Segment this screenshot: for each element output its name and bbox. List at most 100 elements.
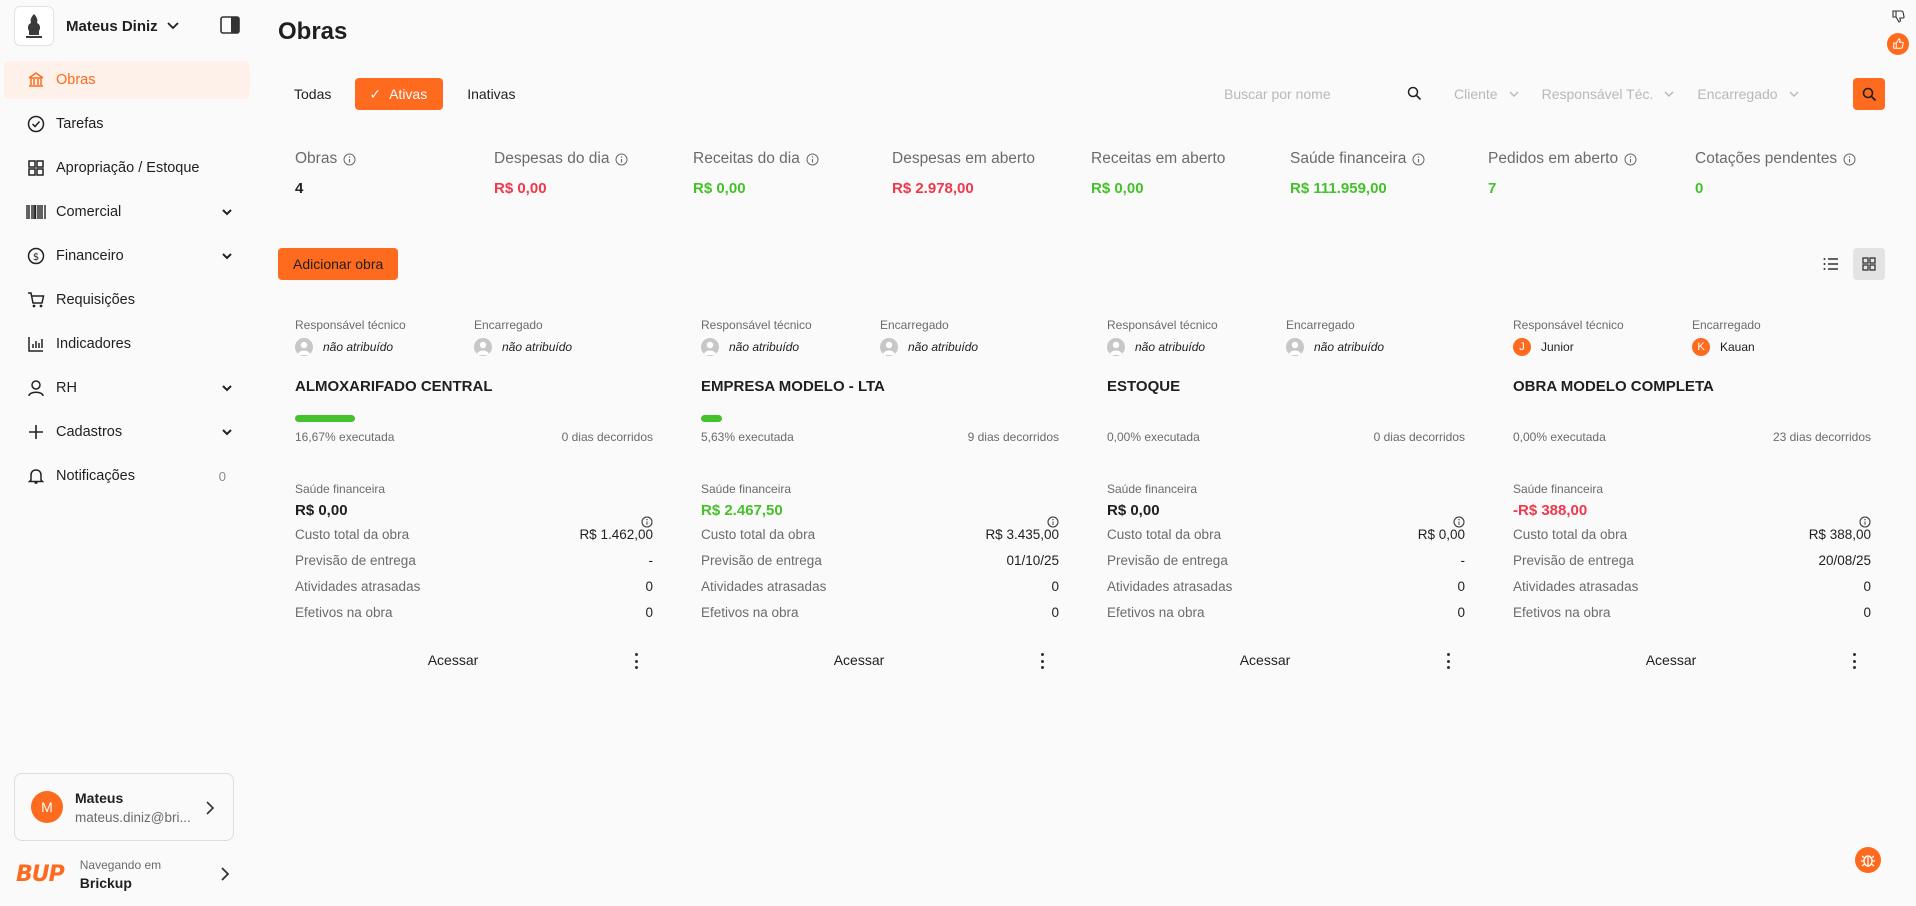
person-icon [26,378,46,398]
info-icon[interactable] [615,153,628,166]
progress-fill [701,415,723,422]
encarregado-label: Encarregado [1286,318,1355,332]
acessar-button[interactable]: Acessar [1239,652,1291,668]
kpi-value: 7 [1488,180,1497,197]
workspace-switcher[interactable]: Mateus Diniz [14,6,182,46]
kpi-label: Cotações pendentes [1695,150,1838,167]
acessar-button[interactable]: Acessar [1645,652,1697,668]
person-name: não atribuído [502,340,573,354]
tab-label: Inativas [467,86,516,102]
kpi-obras: Obras 4 [295,150,356,197]
search-input[interactable]: Buscar por nome [1214,78,1432,110]
atrasadas-label: Atividades atrasadas [701,579,827,594]
status-tabs: Todas ✓ Ativas Inativas [278,78,531,110]
plus-icon [26,422,46,442]
tab-label: Todas [294,86,332,102]
sidebar-item-label: Tarefas [56,116,104,132]
chevron-down-icon [222,429,232,436]
atrasadas-label: Atividades atrasadas [1107,579,1233,594]
sidebar-item-requisicoes[interactable]: Requisições [4,281,250,319]
cliente-select[interactable]: Cliente [1454,78,1520,110]
sidebar-item-indicadores[interactable]: Indicadores [4,325,250,363]
sidebar-item-obras[interactable]: Obras [4,61,250,99]
info-icon[interactable] [1412,153,1425,166]
atrasadas-label: Atividades atrasadas [1513,579,1639,594]
saude-label: Saúde financeira [295,482,386,496]
sidebar-item-rh[interactable]: RH [4,369,250,407]
bar-chart-icon [26,334,46,354]
info-icon[interactable] [1047,516,1059,528]
info-icon[interactable] [806,153,819,166]
sidebar-toggle-icon[interactable] [220,16,240,34]
user-placeholder-icon [1286,338,1304,356]
sidebar-item-notificacoes[interactable]: Notificações 0 [4,457,250,495]
add-obra-button[interactable]: Adicionar obra [278,248,399,280]
person-name: não atribuído [1314,340,1385,354]
previsao-label: Previsão de entrega [295,553,416,568]
more-options-icon[interactable] [631,651,641,671]
tab-inativas[interactable]: Inativas [451,78,531,110]
encarregado-select[interactable]: Encarregado [1697,78,1799,110]
tab-todas[interactable]: Todas [278,78,347,110]
list-view-button[interactable] [1815,248,1847,280]
company-name: Brickup [79,874,132,891]
sidebar-item-label: Obras [56,72,96,88]
grid-icon [1862,257,1876,271]
person-name: Junior [1541,340,1574,354]
saude-label: Saúde financeira [1513,482,1604,496]
chevron-down-icon [222,209,232,216]
sidebar-item-comercial[interactable]: Comercial [4,193,250,231]
bug-report-button[interactable] [1855,847,1881,873]
person-name: não atribuído [729,340,800,354]
more-options-icon[interactable] [1443,651,1453,671]
sidebar-item-tarefas[interactable]: Tarefas [4,105,250,143]
info-icon[interactable] [343,153,356,166]
cliente-select-label: Cliente [1454,86,1498,102]
resp-tecnico-label: Responsável técnico [295,318,406,332]
more-options-icon[interactable] [1037,651,1047,671]
sidebar-item-financeiro[interactable]: $ Financeiro [4,237,250,275]
user-placeholder-icon [1107,338,1125,356]
grid-view-button[interactable] [1853,248,1885,280]
search-icon [1862,87,1876,101]
info-icon[interactable] [1859,516,1871,528]
user-placeholder-icon [880,338,898,356]
info-icon[interactable] [1453,516,1465,528]
efetivos-label: Efetivos na obra [295,605,393,620]
days-elapsed: 23 dias decorridos [1772,430,1871,444]
user-email: mateus.diniz@bri... [75,809,191,825]
acessar-button[interactable]: Acessar [833,652,885,668]
more-options-icon[interactable] [1849,651,1859,671]
obra-card: Responsável técnico não atribuído Encarreg… [701,318,1059,670]
chevron-down-icon [222,385,232,392]
responsavel-select[interactable]: Responsável Téc. [1542,78,1676,110]
bug-icon [1861,855,1875,867]
progress-fill [295,415,355,422]
obra-card: Responsável técnico J Junior Encarregado K Ka… [1513,318,1871,670]
tab-ativas[interactable]: ✓ Ativas [355,78,444,110]
brand-logo: BUP [16,861,65,887]
bell-icon [26,466,46,486]
thumbs-up-button[interactable] [1887,33,1909,55]
info-icon[interactable] [641,516,653,528]
kpi-value: 4 [295,180,304,197]
sidebar-item-apropriacao[interactable]: Apropriação / Estoque [4,149,250,187]
saude-value: R$ 2.467,50 [701,502,783,519]
kpi-label: Saúde financeira [1290,150,1407,167]
kpi-saude-financeira: Saúde financeira R$ 111.959,00 [1290,150,1425,197]
thumbs-down-icon[interactable] [1891,9,1905,23]
page-title: Obras [278,18,348,45]
acessar-button[interactable]: Acessar [427,652,479,668]
search-button[interactable] [1853,78,1885,110]
info-icon[interactable] [1843,153,1856,166]
company-switcher[interactable]: BUP Navegando em Brickup [16,852,236,896]
chevron-right-icon [221,867,230,881]
user-profile-card[interactable]: M Mateus mateus.diniz@bri... [14,773,234,841]
barcode-icon [26,202,46,222]
obra-title: ESTOQUE [1107,378,1181,395]
info-icon[interactable] [1624,153,1637,166]
kpi-label: Obras [295,150,338,167]
efetivos-label: Efetivos na obra [1107,605,1205,620]
cart-icon [26,290,46,310]
sidebar-item-cadastros[interactable]: Cadastros [4,413,250,451]
